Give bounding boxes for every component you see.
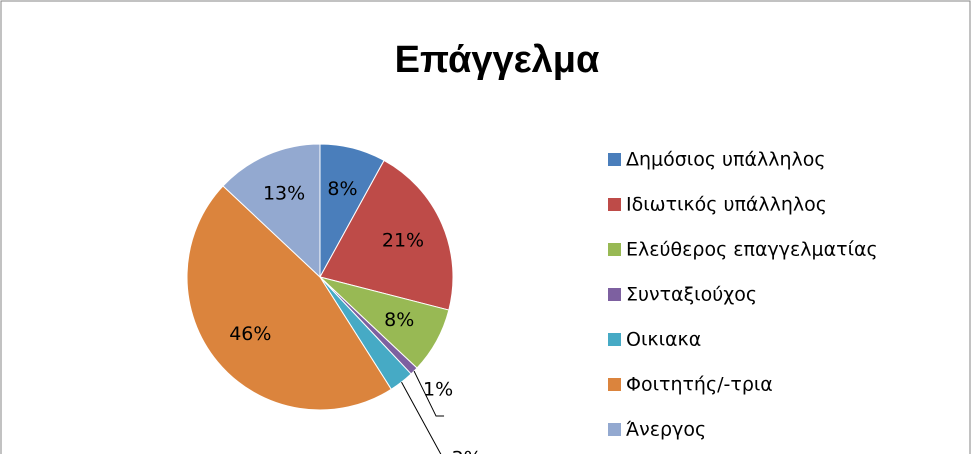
- pie-slice: [222, 143, 321, 279]
- pie-slice: [186, 185, 392, 411]
- legend-swatch: [608, 198, 621, 211]
- legend-label: Δημόσιος υπάλληλος: [626, 149, 826, 171]
- legend-swatch: [608, 153, 621, 166]
- data-label: 3%: [452, 448, 482, 454]
- pie-slice: [319, 159, 454, 311]
- data-label: 13%: [263, 182, 305, 204]
- legend-swatch: [608, 333, 621, 346]
- legend-label: Ελεύθερος επαγγελματίας: [626, 239, 878, 261]
- legend-swatch: [608, 288, 621, 301]
- legend-label: Ιδιωτικός υπάλληλος: [626, 194, 827, 216]
- legend-swatch: [608, 423, 621, 436]
- data-label: 21%: [382, 230, 424, 252]
- legend-swatch: [608, 243, 621, 256]
- leader-line: [401, 381, 442, 454]
- legend-label: Φοιτητής/-τρια: [626, 374, 773, 396]
- data-label: 46%: [229, 323, 271, 345]
- legend-label: Συνταξιούχος: [626, 284, 757, 306]
- leader-line: [413, 370, 445, 417]
- legend-label: Οικιακα: [626, 329, 701, 351]
- data-label: 1%: [423, 379, 453, 401]
- chart-title: Επάγγελμα: [395, 39, 600, 81]
- legend-label: Άνεργος: [626, 419, 706, 441]
- data-label: 8%: [327, 178, 357, 200]
- data-label: 8%: [384, 309, 414, 331]
- legend-swatch: [608, 378, 621, 391]
